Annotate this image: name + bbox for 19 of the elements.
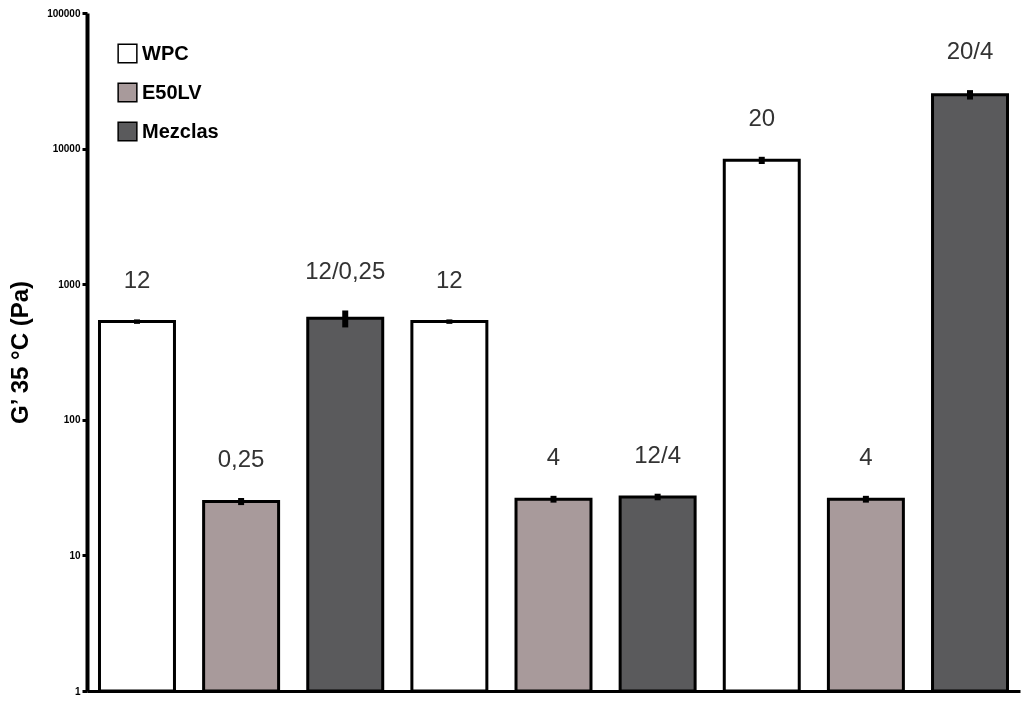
y-axis-title: G’ 35 °C (Pa) xyxy=(6,281,34,424)
annotation: 4 xyxy=(546,442,561,470)
legend-label: E50LV xyxy=(142,80,203,103)
legend-label: Mezclas xyxy=(142,119,219,142)
annotation: 4 xyxy=(859,442,873,470)
annotation: 12/0,25 xyxy=(305,257,386,285)
y-tick-label: 100 xyxy=(63,414,81,426)
y-tick-label: 100000 xyxy=(47,7,81,19)
annotation: 20 xyxy=(748,103,776,131)
annotation: 12 xyxy=(436,266,463,294)
annotation: 0,25 xyxy=(217,445,265,473)
annotation: 12/4 xyxy=(634,440,681,468)
y-tick-label: 10 xyxy=(69,549,81,561)
y-tick-label: 10000 xyxy=(52,143,81,155)
y-tick-label: 1 xyxy=(74,685,81,697)
y-tick-label: 1000 xyxy=(58,278,81,290)
annotation: 12 xyxy=(123,266,151,294)
legend-label: WPC xyxy=(142,41,189,64)
annotation: 20/4 xyxy=(946,37,994,65)
